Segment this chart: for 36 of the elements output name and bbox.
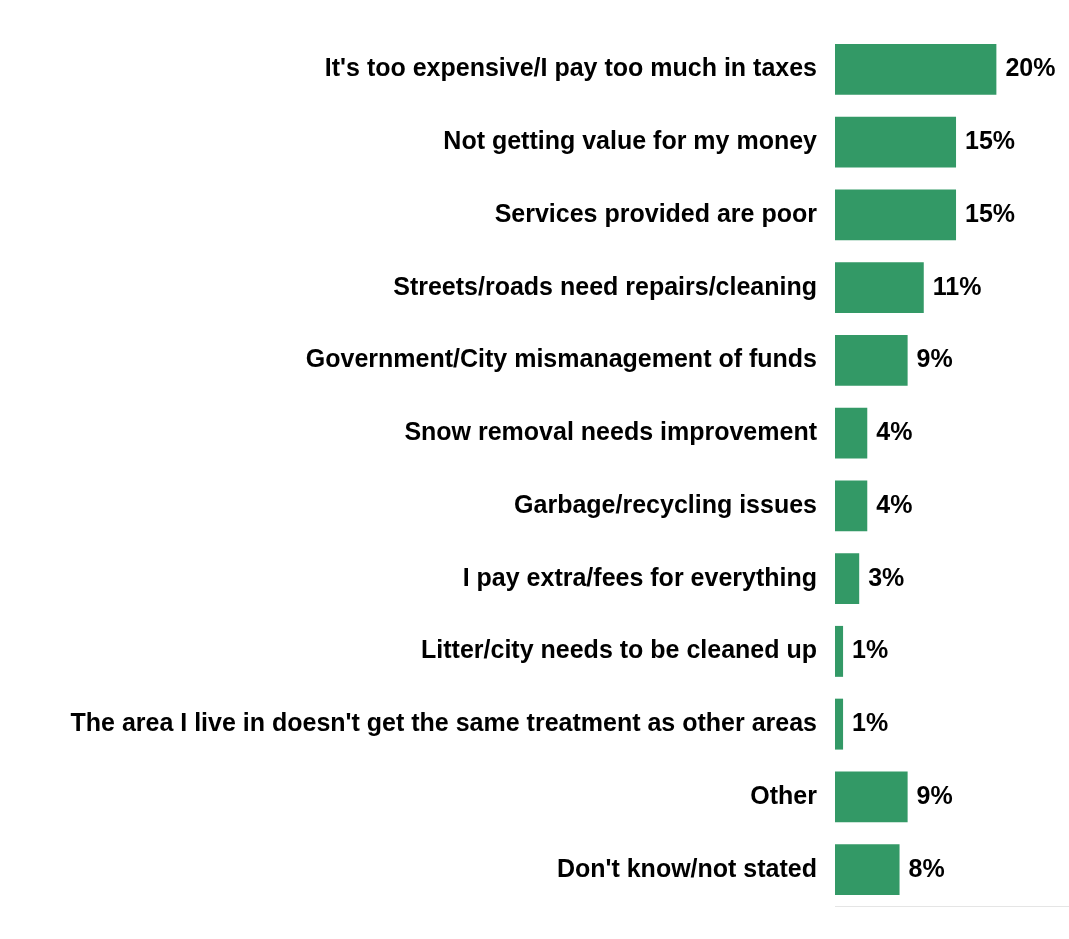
y-tick-label: Other [750,780,818,809]
data-label: 1% [852,635,889,664]
y-tick-label: Garbage/recycling issues [514,489,817,518]
data-label: 9% [916,344,953,373]
bar [835,43,997,95]
bar [835,189,957,241]
data-label: 11% [932,271,982,300]
bar [835,625,844,677]
bar [835,407,868,459]
y-tick-label: Streets/roads need repairs/cleaning [393,271,817,300]
y-tick-label: Not getting value for my money [443,126,818,155]
data-label: 4% [876,417,913,446]
bar [835,771,908,823]
data-label: 20% [1005,53,1056,82]
y-tick-label: I pay extra/fees for everything [462,562,817,591]
bar [835,116,957,168]
bar [835,262,924,314]
bar [835,553,860,605]
y-tick-label: The area I live in doesn't get the same treatment as other areas [70,708,817,737]
y-tick-label: Litter/city needs to be cleaned up [421,635,817,664]
bar [835,480,868,532]
bar [835,334,908,386]
bar [835,844,900,896]
y-tick-label: Services provided are poor [494,198,818,227]
y-tick-label: Snow removal needs improvement [404,417,818,446]
data-label: 3% [868,562,905,591]
bar [835,698,844,750]
y-tick-label: Government/City mismanagement of funds [305,344,817,373]
data-label: 1% [852,708,889,737]
data-label: 15% [965,198,1016,227]
y-tick-label: It's too expensive/I pay too much in taxes [324,53,817,82]
data-label: 4% [876,489,913,518]
data-label: 15% [965,126,1016,155]
data-label: 8% [908,853,945,882]
data-label: 9% [916,780,953,809]
y-tick-label: Don't know/not stated [556,853,817,882]
